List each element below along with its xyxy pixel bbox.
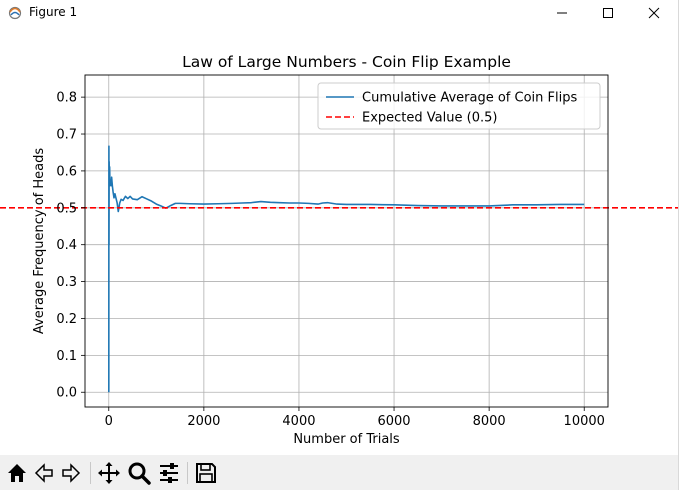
navigation-toolbar (0, 455, 678, 490)
x-tick-label: 10000 (564, 414, 605, 429)
axes-frame (84, 74, 609, 408)
pan-icon[interactable] (97, 461, 121, 485)
legend: Cumulative Average of Coin Flips Expecte… (317, 82, 601, 130)
x-tick-label: 8000 (473, 414, 506, 429)
y-tick-label: 0.3 (56, 275, 77, 290)
y-tick-label: 0.0 (56, 386, 77, 401)
y-tick-label: 0.5 (56, 201, 77, 216)
y-tick-label: 0.1 (56, 349, 77, 364)
configure-subplots-icon[interactable] (157, 461, 181, 485)
x-tick-label: 2000 (187, 414, 220, 429)
y-tick-label: 0.7 (56, 128, 77, 143)
toolbar-separator (187, 462, 188, 484)
y-tick-label: 0.2 (56, 312, 77, 327)
x-tick-label: 4000 (282, 414, 315, 429)
legend-label-cumulative-average: Cumulative Average of Coin Flips (362, 91, 577, 106)
tick-layer: 0 2000 4000 6000 8000 10000 0.0 0.1 0.2 0.3 0.4 0.5… (56, 91, 605, 429)
minimize-icon (557, 12, 567, 14)
save-icon[interactable] (194, 461, 218, 485)
x-tick-label: 0 (105, 414, 113, 429)
series-line-cumulative-average (108, 145, 585, 393)
toolbar-separator (90, 462, 91, 484)
figure-app-icon (8, 6, 22, 20)
close-button[interactable] (631, 0, 677, 26)
y-tick-label: 0.4 (56, 238, 77, 253)
x-tick-label: 6000 (377, 414, 410, 429)
maximize-button[interactable] (585, 0, 631, 26)
minimize-button[interactable] (539, 0, 585, 26)
back-icon[interactable] (32, 461, 56, 485)
home-icon[interactable] (5, 461, 29, 485)
title-bar: Figure 1 (0, 0, 678, 26)
zoom-icon[interactable] (127, 461, 151, 485)
y-axis-label: Average Frequency of Heads (32, 148, 47, 334)
maximize-icon (603, 8, 613, 18)
forward-icon[interactable] (59, 461, 83, 485)
y-tick-label: 0.6 (56, 164, 77, 179)
x-axis-label: Number of Trials (293, 432, 400, 447)
y-tick-label: 0.8 (56, 91, 77, 106)
chart-figure: 0 2000 4000 6000 8000 10000 0.0 0.1 0.2 0.3 0.4 0.5… (0, 53, 678, 447)
window-title: Figure 1 (29, 5, 78, 19)
legend-label-expected-value: Expected Value (0.5) (362, 111, 497, 126)
chart-title: Law of Large Numbers - Coin Flip Example (182, 53, 511, 71)
plot-layer (0, 145, 678, 393)
legend-box (317, 82, 601, 130)
close-icon (648, 7, 660, 19)
